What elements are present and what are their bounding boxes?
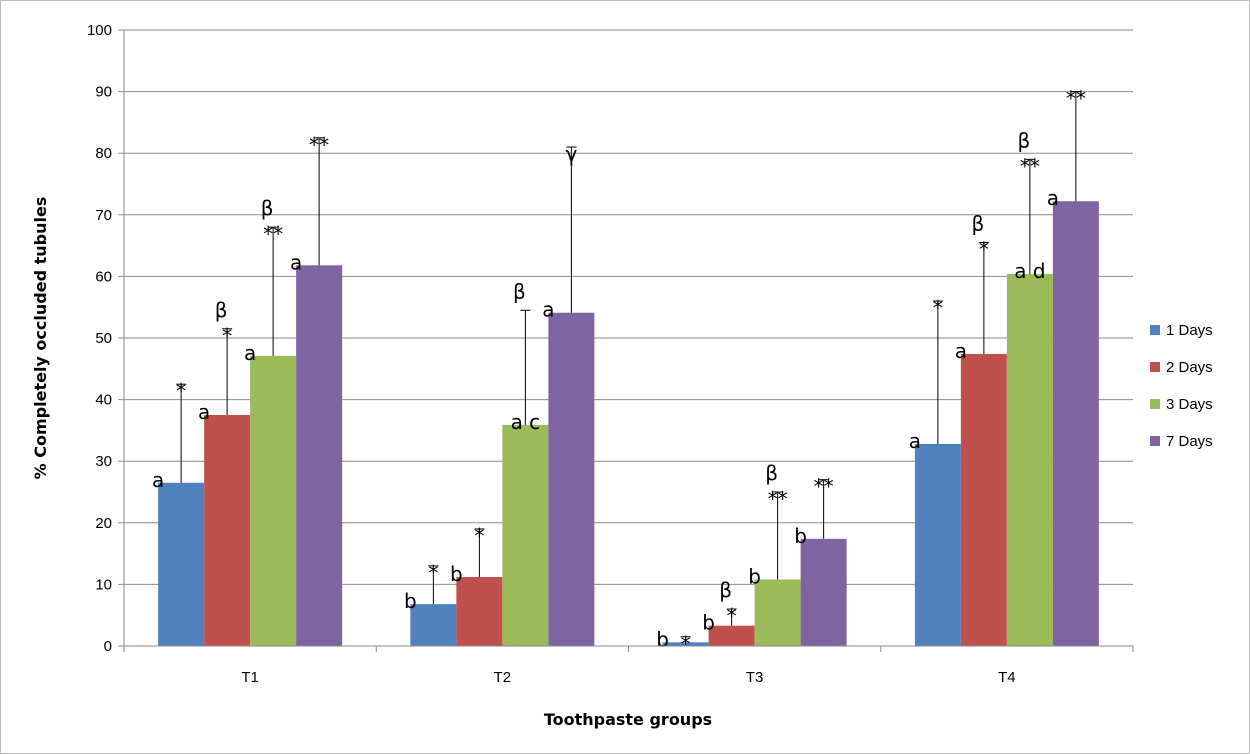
significance-label: *	[474, 524, 484, 548]
significance-label: *	[727, 604, 737, 628]
significance-label: *	[681, 632, 691, 656]
letter-label: a	[198, 400, 210, 424]
x-tick-label: T1	[241, 669, 259, 686]
significance-label: *	[428, 561, 438, 585]
greek-label: β	[513, 279, 526, 303]
bar	[800, 538, 847, 646]
significance-label: *	[222, 324, 232, 348]
significance-label: *	[933, 296, 943, 320]
letter-label: a d	[1014, 259, 1045, 283]
bar	[914, 443, 961, 646]
bar	[158, 482, 205, 646]
letter-label: a	[909, 429, 921, 453]
significance-label: **	[263, 222, 283, 246]
legend-swatch	[1150, 399, 1160, 409]
greek-label: β	[1017, 128, 1030, 152]
letter-label: a	[1047, 186, 1059, 210]
letter-label: a c	[511, 410, 541, 434]
bar	[1006, 273, 1053, 646]
legend-swatch	[1150, 325, 1160, 335]
greek-label: β	[719, 578, 732, 602]
x-tick-label: T4	[998, 669, 1016, 686]
letter-label: b	[450, 562, 463, 586]
greek-label: β	[765, 461, 778, 485]
significance-labels: a*b*b *a*a*βb*b *βa*βa**βa cβb**βa d**βa**…	[152, 87, 1086, 656]
bar	[708, 625, 755, 646]
bar	[754, 579, 801, 646]
axes: 0 10 20 30 40 50 60 70 80 90 100 T1 T2 T3 T4	[87, 22, 1134, 686]
significance-label: **	[814, 475, 834, 499]
y-tick-label: 80	[95, 145, 112, 162]
significance-label: *	[176, 379, 186, 403]
bar	[502, 424, 549, 646]
letter-label: b	[404, 589, 417, 613]
bar	[662, 642, 709, 646]
bar	[960, 354, 1007, 646]
significance-label: **	[1020, 154, 1040, 178]
bar	[1052, 201, 1099, 647]
greek-label: β	[261, 196, 274, 220]
letter-label: a	[244, 341, 256, 365]
legend-label: 2 Days	[1166, 359, 1213, 376]
x-tick-label: T2	[494, 669, 512, 686]
x-tick-label: T3	[746, 669, 764, 686]
significance-label: *	[979, 238, 989, 262]
letter-label: b	[656, 627, 669, 651]
legend-label: 7 Days	[1166, 433, 1213, 450]
letter-label: b	[748, 564, 761, 588]
letter-label: a	[290, 250, 302, 274]
greek-label: β	[215, 298, 228, 322]
y-tick-label: 60	[95, 268, 112, 285]
bar	[250, 355, 297, 646]
bar	[204, 415, 251, 646]
legend-swatch	[1150, 436, 1160, 446]
letter-label: a	[955, 339, 967, 363]
y-tick-label: 40	[95, 392, 112, 409]
legend-label: 3 Days	[1166, 396, 1213, 413]
y-tick-label: 20	[95, 515, 112, 532]
bar	[456, 577, 503, 646]
letter-label: b	[702, 611, 715, 635]
significance-label: **	[768, 487, 788, 511]
x-axis-title: Toothpaste groups	[544, 710, 712, 729]
letter-label: a	[152, 468, 164, 492]
legend-swatch	[1150, 362, 1160, 372]
bar	[410, 604, 457, 646]
legend-label: 1 Days	[1166, 322, 1213, 339]
y-tick-label: 10	[95, 576, 112, 593]
legend: 1 Days 2 Days 3 Days 7 Days	[1150, 322, 1213, 450]
bar	[548, 312, 595, 646]
greek-label: β	[971, 212, 984, 236]
y-tick-label: 30	[95, 453, 112, 470]
letter-label: b	[794, 524, 807, 548]
error-bars	[176, 91, 1081, 643]
letter-label: a	[542, 298, 554, 322]
y-tick-label: 0	[104, 638, 112, 655]
y-tick-label: 70	[95, 207, 112, 224]
significance-label: **	[1066, 87, 1086, 111]
y-tick-label: 100	[87, 22, 112, 39]
bars	[158, 201, 1099, 647]
y-tick-label: 90	[95, 84, 112, 101]
y-tick-label: 50	[95, 330, 112, 347]
significance-label: **	[309, 133, 329, 157]
bar	[296, 265, 343, 646]
y-axis-title: % Completely occluded tubules	[31, 197, 50, 480]
significance-label: γ	[565, 142, 577, 166]
